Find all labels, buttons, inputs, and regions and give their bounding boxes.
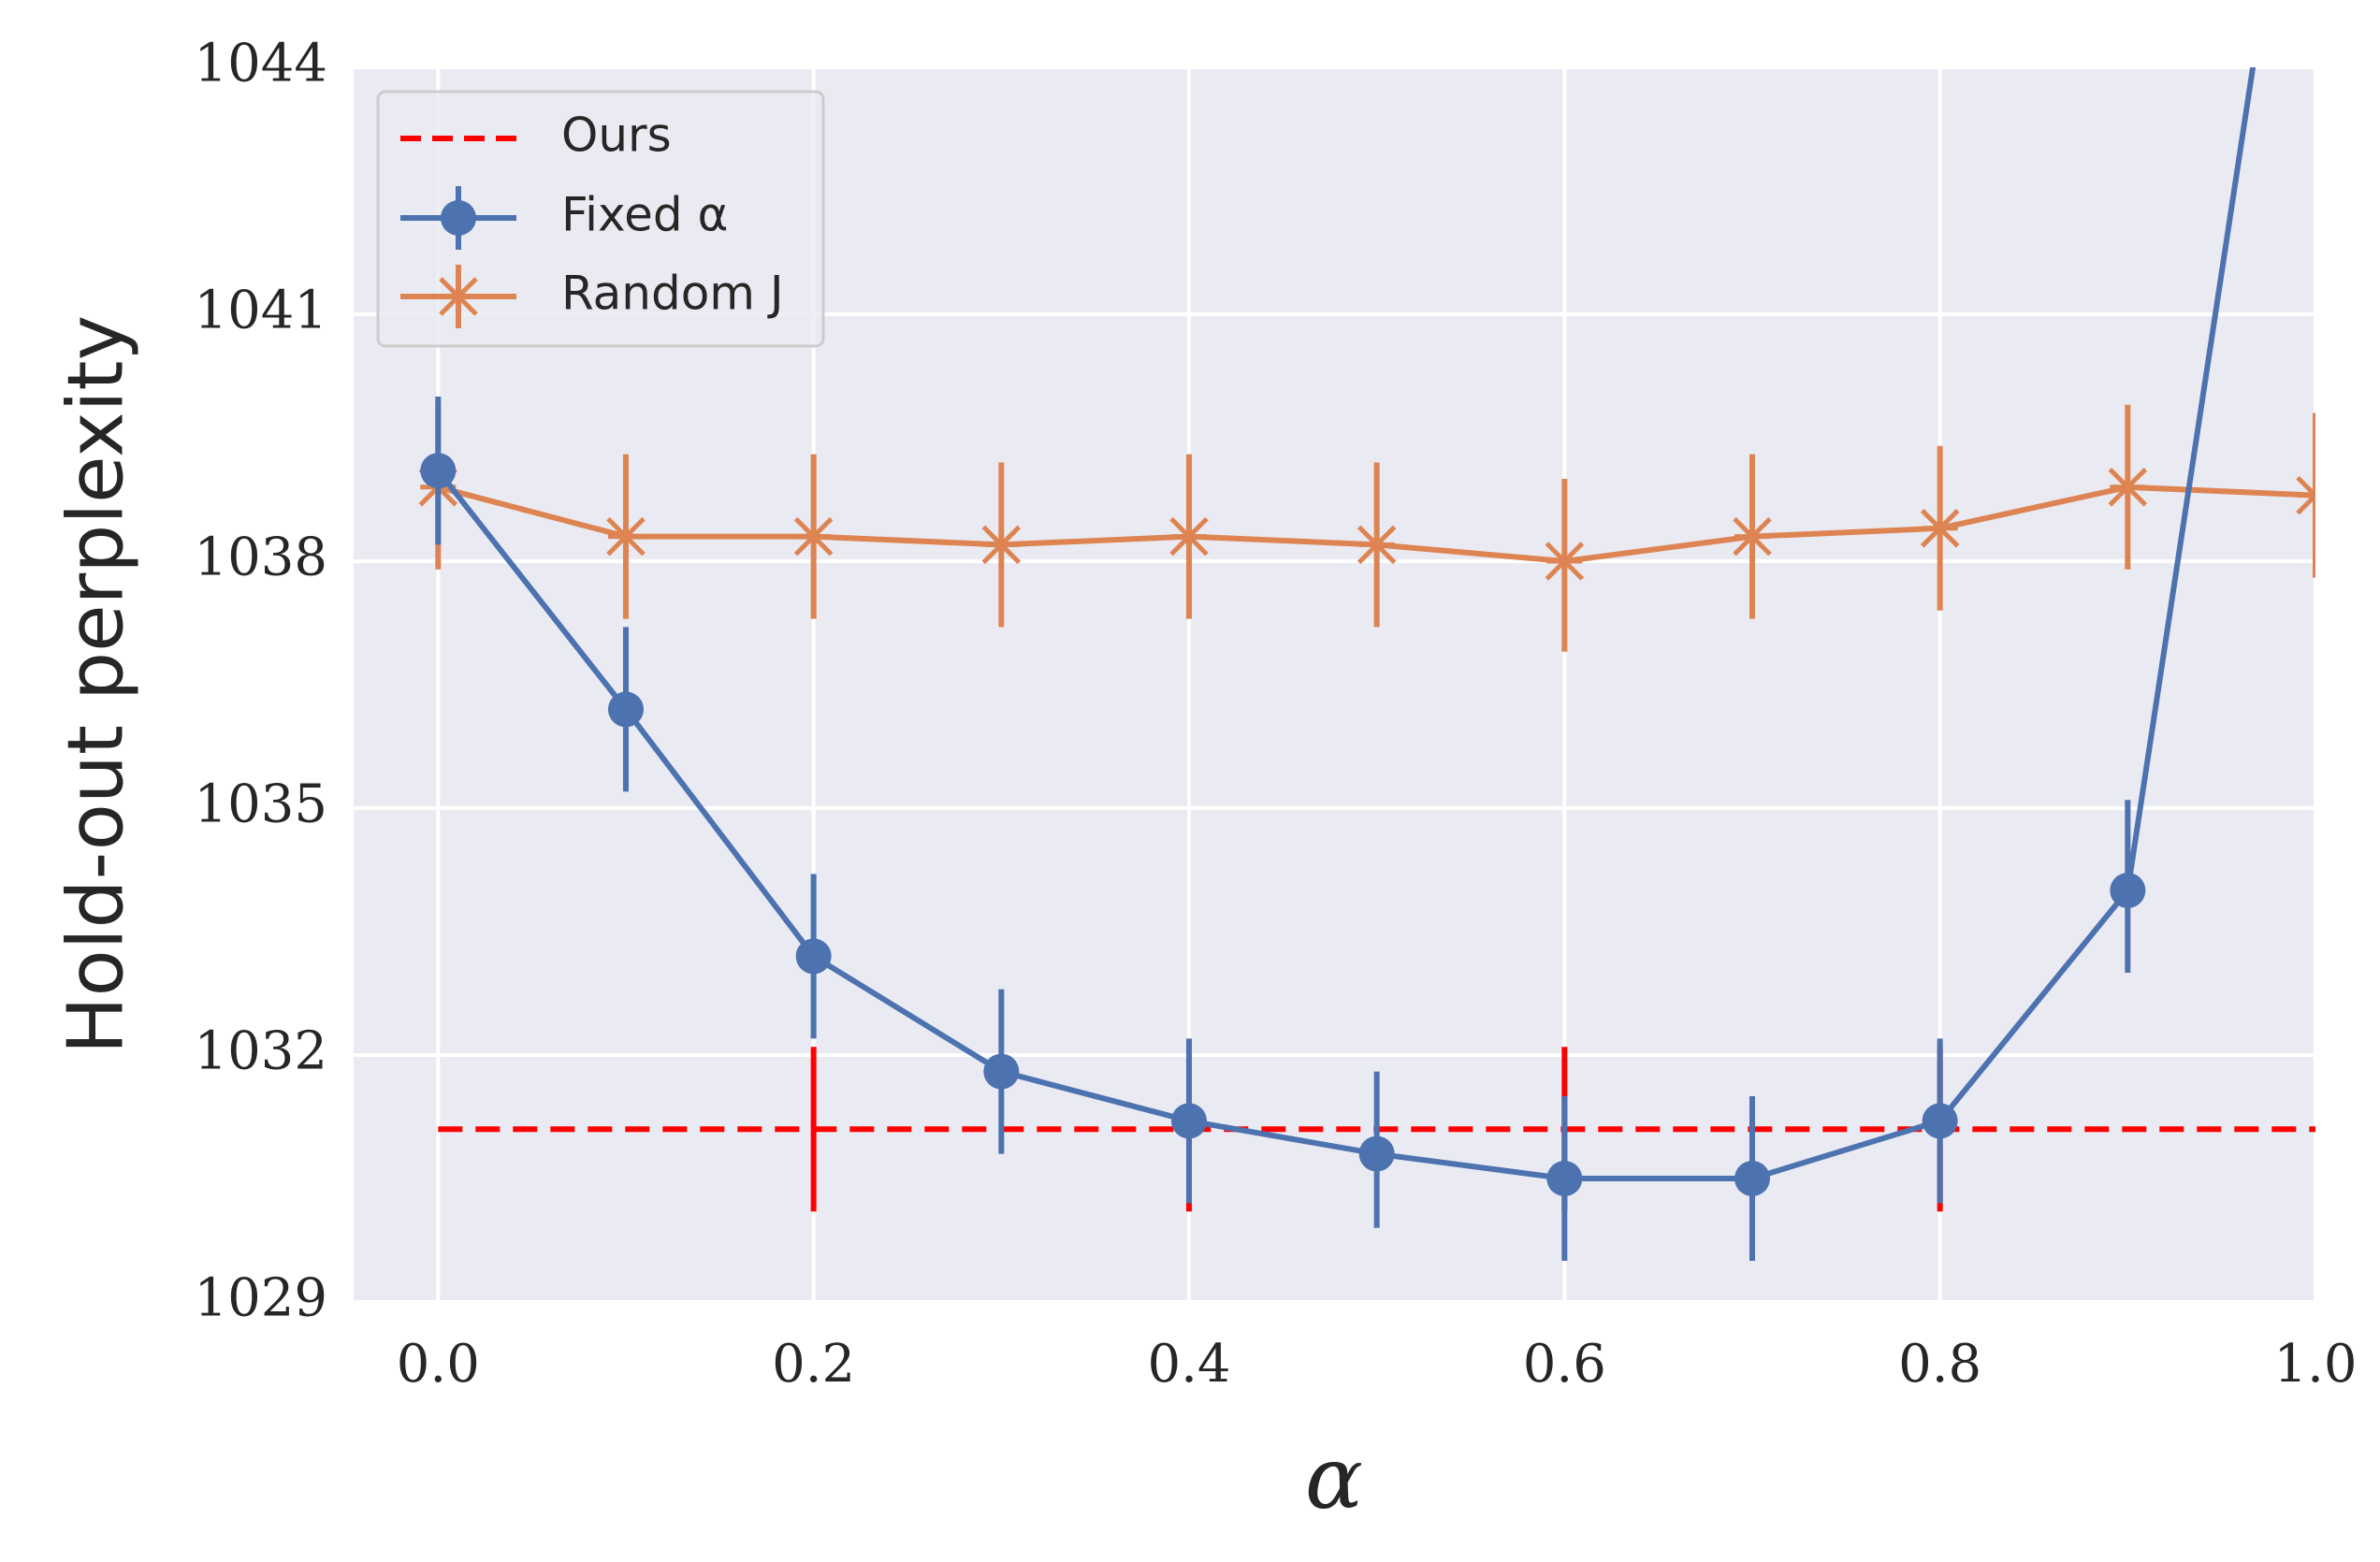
- fixed-alpha-point: [1358, 1135, 1395, 1172]
- legend: Ours Fixed α Random J: [376, 90, 825, 348]
- random-j-point: [606, 516, 646, 557]
- y-tick-label: 1038: [194, 528, 327, 588]
- legend-entry-ours: Ours: [400, 108, 672, 163]
- legend-label-ours: Ours: [561, 108, 672, 163]
- fixed-alpha-point: [795, 938, 832, 975]
- x-tick-label: 0.4: [1147, 1334, 1230, 1395]
- legend-label-random-j: Random J: [561, 267, 784, 321]
- random-j-point: [981, 525, 1022, 565]
- grid-lines: [354, 65, 2317, 1304]
- random-j-point: [1545, 542, 1585, 581]
- fixed-alpha-point: [1170, 1103, 1207, 1139]
- y-tick-label: 1029: [194, 1268, 327, 1329]
- legend-marker-random-j: [439, 277, 478, 316]
- x-tick-label: 0.2: [772, 1334, 855, 1395]
- fixed-alpha-point: [983, 1053, 1020, 1090]
- x-tick-label: 1.0: [2273, 1334, 2357, 1395]
- random-j-point: [1733, 516, 1772, 557]
- y-axis-label: Hold-out perplexity: [51, 315, 140, 1054]
- legend-entry-fixed-alpha: Fixed α: [400, 186, 728, 250]
- y-tick-label: 1032: [194, 1021, 327, 1082]
- random-j-point: [2108, 468, 2148, 507]
- x-axis-label: α: [1305, 1428, 1363, 1528]
- series-layer: [418, 67, 2315, 1261]
- random-j-point: [1920, 509, 1960, 548]
- legend-frame: [376, 90, 825, 348]
- fixed-alpha-point: [607, 691, 644, 728]
- fixed-alpha-point: [2110, 873, 2146, 908]
- fixed-alpha-point: [420, 453, 457, 489]
- legend-label-fixed-alpha: Fixed α: [561, 188, 728, 242]
- y-tick-label: 1035: [194, 774, 327, 835]
- y-tick-label: 1044: [194, 34, 327, 94]
- random-j-point: [793, 516, 834, 557]
- fixed-alpha-point: [1734, 1161, 1770, 1196]
- x-tick-label: 0.6: [1523, 1334, 1606, 1395]
- legend-marker-fixed-alpha: [441, 200, 476, 236]
- tick-labels: 0.0 0.2 0.4 0.6 0.8 1.0 1029 1032 1035 1038 1041 10…: [194, 34, 2357, 1396]
- y-tick-label: 1041: [194, 281, 327, 341]
- random-j-point: [2296, 475, 2315, 515]
- fixed-alpha-point: [1922, 1103, 1958, 1139]
- random-j-point: [1169, 516, 1209, 557]
- random-j-point: [1357, 525, 1397, 565]
- legend-entry-random-j: Random J: [400, 265, 784, 328]
- fixed-alpha-point: [1546, 1161, 1583, 1196]
- x-tick-label: 0.0: [397, 1334, 480, 1395]
- x-tick-label: 0.8: [1898, 1334, 1981, 1395]
